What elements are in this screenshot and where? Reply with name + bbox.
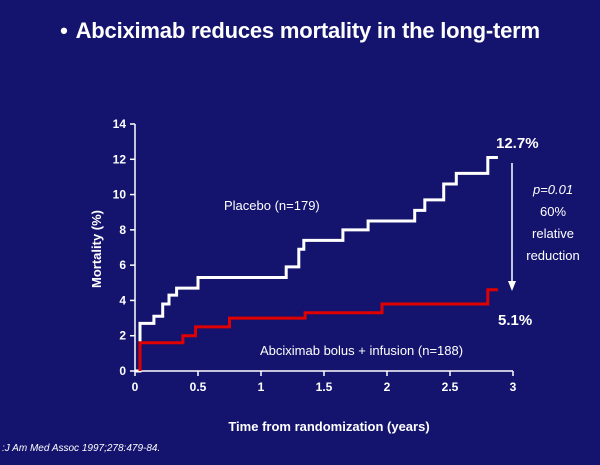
title-bullet: • xyxy=(60,18,68,43)
x-tick-label: 1.5 xyxy=(316,380,333,394)
reduction-relative-label: relative xyxy=(532,226,574,241)
y-axis-label: Mortality (%) xyxy=(89,210,104,288)
y-tick-label: 14 xyxy=(113,117,127,131)
x-axis-label: Time from randomization (years) xyxy=(228,419,429,434)
x-tick-label: 0 xyxy=(132,380,139,394)
x-tick-label: 0.5 xyxy=(190,380,207,394)
y-tick-label: 6 xyxy=(119,258,126,272)
reduction-percent-label: 60% xyxy=(540,204,566,219)
p-value-label: p=0.01 xyxy=(532,182,573,197)
placebo-line xyxy=(135,156,498,373)
x-tick-label: 2 xyxy=(384,380,391,394)
y-tick-label: 10 xyxy=(113,188,127,202)
x-tick-label: 2.5 xyxy=(442,380,459,394)
placebo-end-label: 12.7% xyxy=(496,135,539,152)
reduction-arrow-head xyxy=(508,281,516,291)
chart-series xyxy=(135,156,498,373)
y-tick-label: 4 xyxy=(119,293,126,307)
abciximab-line xyxy=(138,288,498,371)
abciximab-series-label: Abciximab bolus + infusion (n=188) xyxy=(260,343,463,358)
x-tick-label: 3 xyxy=(510,380,517,394)
chart-axes: 0 2 4 6 8 10 12 14 0 0.5 1 1.5 2 2.5 3 xyxy=(113,117,517,394)
x-tick-label: 1 xyxy=(258,380,265,394)
y-tick-label: 2 xyxy=(119,329,126,343)
y-tick-label: 8 xyxy=(119,223,126,237)
y-tick-label: 12 xyxy=(113,152,127,166)
reduction-word-label: reduction xyxy=(526,248,579,263)
citation: :J Am Med Assoc 1997;278:479-84. xyxy=(2,443,161,454)
title-text: Abciximab reduces mortality in the long-… xyxy=(75,18,540,43)
slide-title: • Abciximab reduces mortality in the long… xyxy=(0,18,600,44)
placebo-series-label: Placebo (n=179) xyxy=(224,198,320,213)
abciximab-end-label: 5.1% xyxy=(498,312,532,329)
y-tick-label: 0 xyxy=(119,364,126,378)
